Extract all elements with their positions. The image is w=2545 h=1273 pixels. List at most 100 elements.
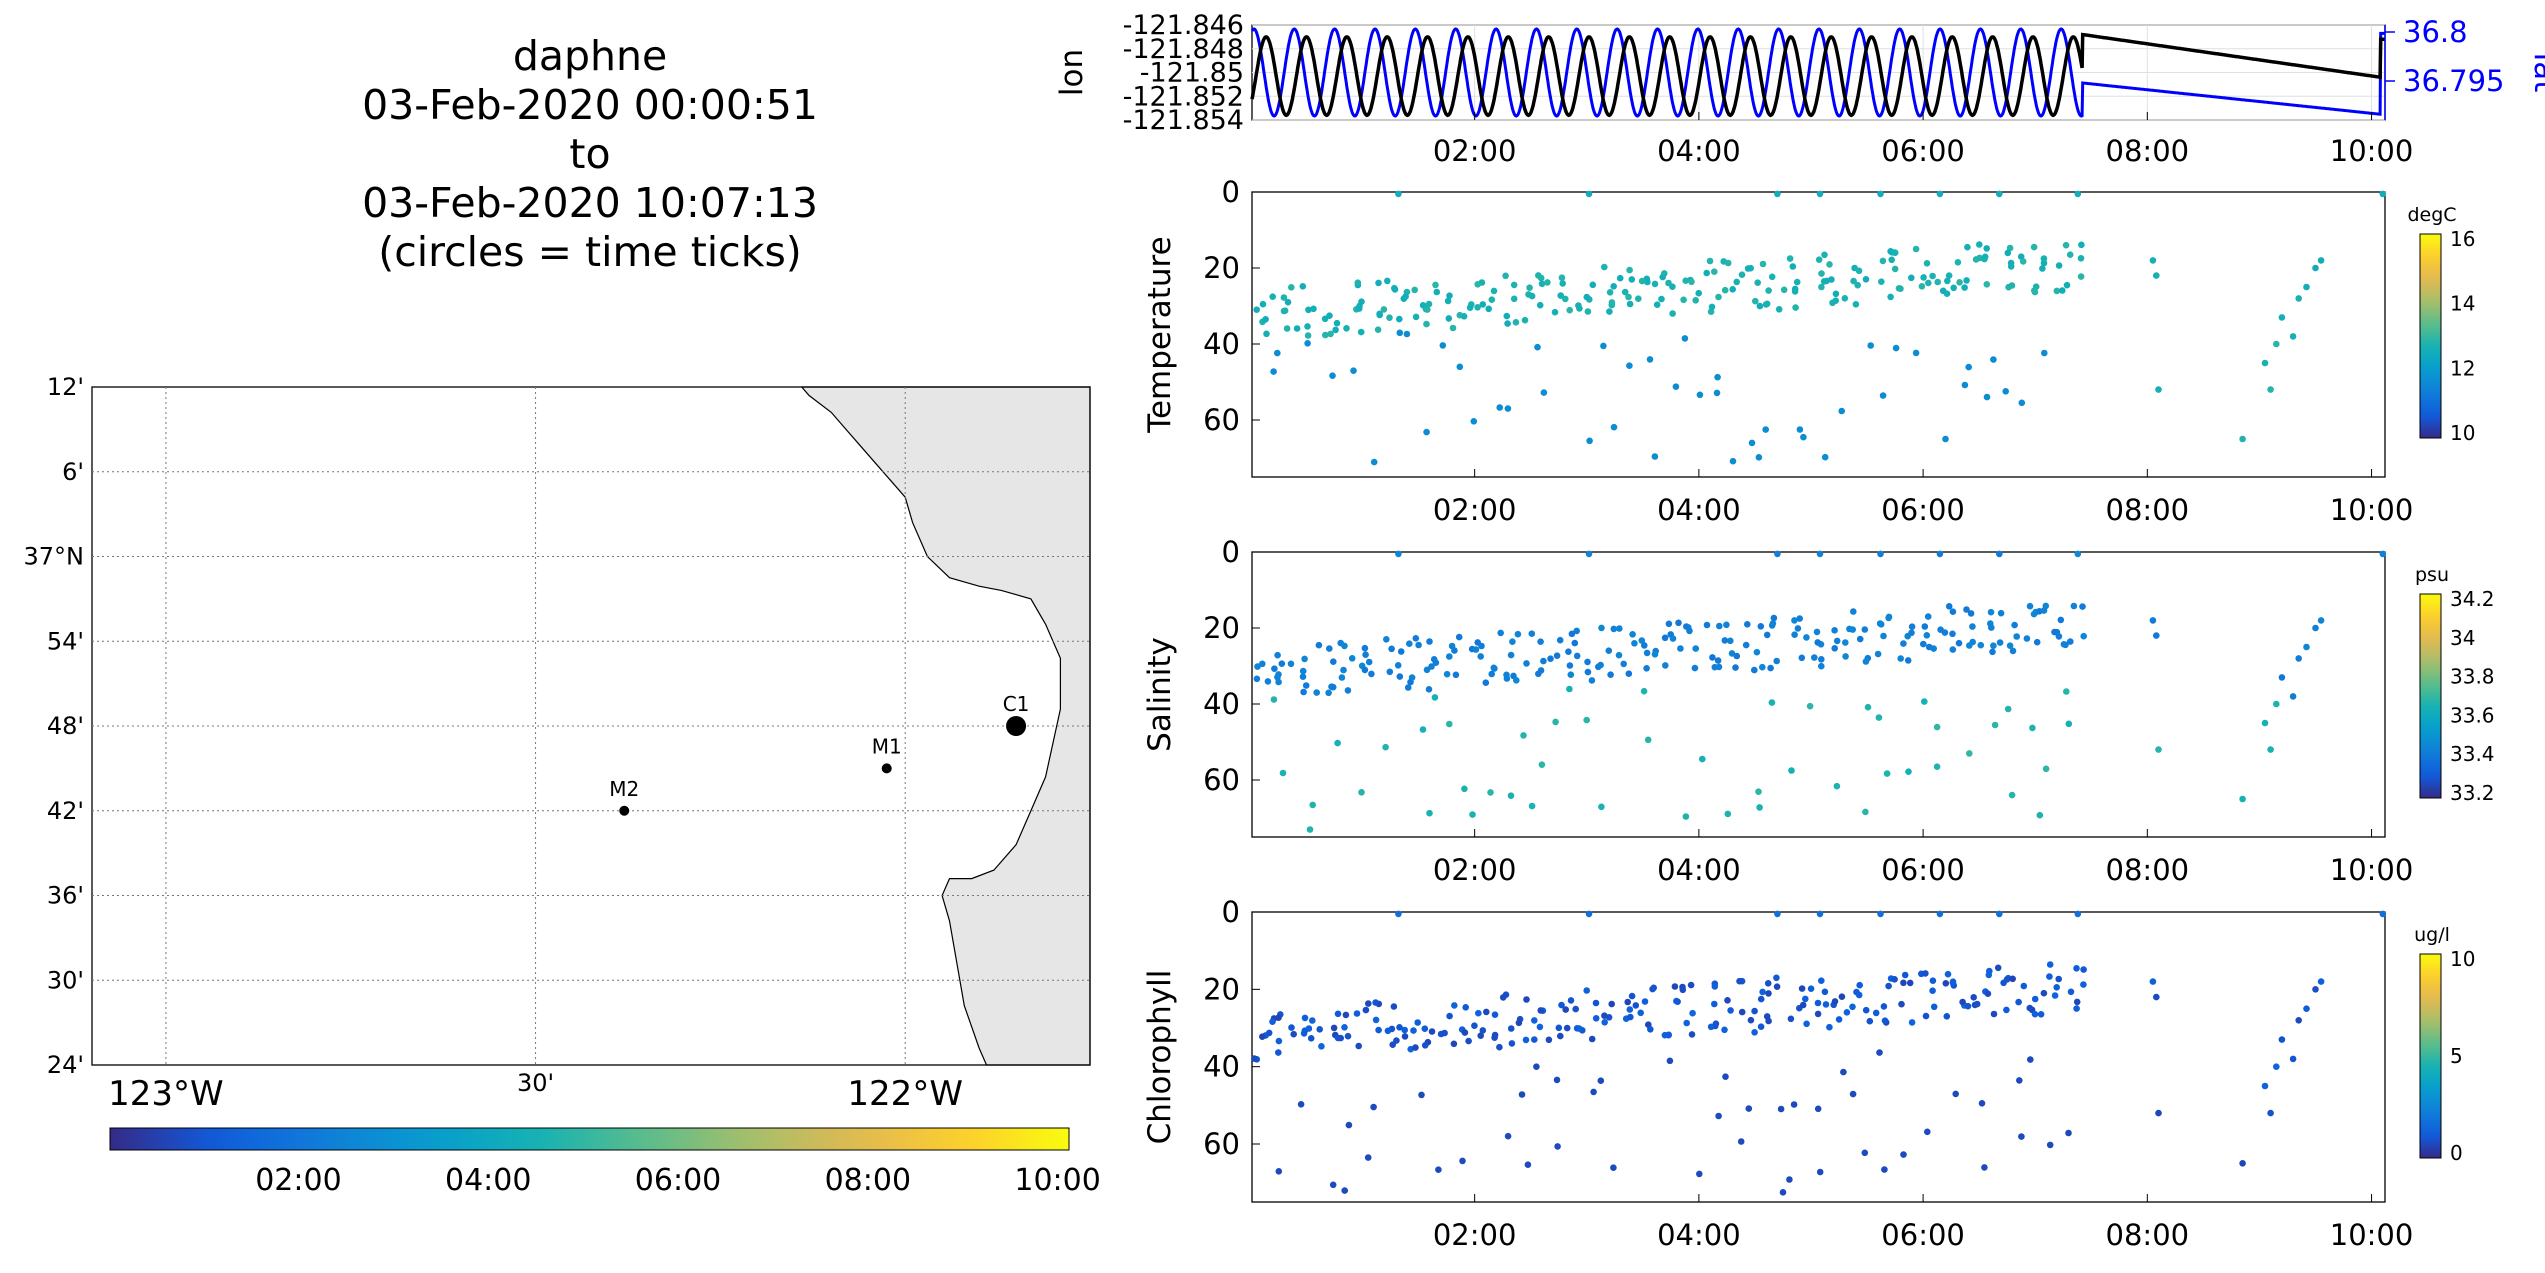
data-point <box>1262 316 1269 323</box>
data-point <box>1496 404 1503 411</box>
data-point <box>1675 619 1682 627</box>
data-point <box>1943 290 1951 297</box>
colorbar-tick-label: 33.4 <box>2450 742 2495 766</box>
data-point <box>1526 284 1533 291</box>
data-point <box>1334 739 1341 747</box>
data-point <box>1777 1105 1785 1113</box>
data-point <box>1305 1025 1313 1032</box>
data-point <box>1757 1023 1765 1030</box>
data-point <box>1665 620 1673 628</box>
data-point <box>2007 263 2015 270</box>
data-point <box>1563 1024 1571 1032</box>
data-point <box>1814 1010 1822 1018</box>
data-point <box>2278 1036 2286 1043</box>
data-point <box>1887 293 1894 301</box>
data-point <box>1856 635 1864 643</box>
data-point <box>2267 386 2274 393</box>
data-point <box>1695 289 1702 297</box>
x-tick-label: 02:00 <box>1433 134 1517 168</box>
data-point <box>1774 190 1781 198</box>
data-point <box>1963 606 1970 613</box>
data-point <box>2261 359 2269 367</box>
data-point <box>1996 639 2004 646</box>
data-point <box>1301 1014 1309 1022</box>
data-point <box>2153 993 2160 1001</box>
colorbar-tick-label: 10:00 <box>1014 1163 1100 1198</box>
data-point <box>1395 910 1402 918</box>
data-point <box>1745 1105 1753 1112</box>
data-point <box>1755 454 1763 461</box>
data-point <box>1439 342 1447 349</box>
data-point <box>2015 998 2022 1006</box>
data-point <box>2006 642 2014 649</box>
data-point <box>1606 308 1613 315</box>
data-point <box>1806 702 1814 710</box>
data-point <box>2029 724 2036 732</box>
data-point <box>1765 990 1772 997</box>
data-point <box>1964 1002 1972 1010</box>
data-point <box>1558 274 1566 281</box>
data-point <box>1583 716 1590 724</box>
data-point <box>1688 278 1695 286</box>
data-point <box>2039 265 2046 272</box>
data-point <box>1976 241 1983 248</box>
data-point <box>1956 279 1963 286</box>
data-point <box>2005 283 2012 291</box>
data-point <box>1854 281 1861 289</box>
data-point <box>1358 789 1365 796</box>
data-point <box>1883 770 1891 777</box>
data-point <box>1397 648 1405 655</box>
data-point <box>1545 1036 1553 1044</box>
data-point <box>1921 698 1928 705</box>
colorbar-tick-label: 33.6 <box>2450 703 2495 727</box>
data-point <box>1626 266 1633 274</box>
data-point <box>1787 1015 1795 1023</box>
data-point <box>1641 998 1649 1005</box>
data-point <box>1302 682 1310 689</box>
data-point <box>1753 648 1761 656</box>
data-point <box>1789 263 1797 270</box>
data-point <box>1877 910 1884 918</box>
data-point <box>1681 335 1689 342</box>
data-point <box>1727 637 1734 645</box>
data-point <box>1479 1027 1487 1034</box>
data-point <box>1723 621 1730 629</box>
data-point <box>1445 315 1453 322</box>
data-point <box>1362 1006 1370 1014</box>
y-tick-label: 0 <box>1222 895 1240 929</box>
data-point <box>1383 636 1390 643</box>
data-point <box>1330 1024 1338 1032</box>
data-point <box>2011 621 2018 629</box>
data-point <box>1920 640 1927 648</box>
data-point <box>2289 693 2297 700</box>
data-point <box>1683 1019 1690 1027</box>
data-point <box>1775 306 1783 313</box>
data-point <box>1826 261 1833 268</box>
data-point <box>1662 662 1669 669</box>
time-colorbar <box>109 1127 1070 1151</box>
data-point <box>1936 550 1944 558</box>
data-point <box>2295 295 2302 302</box>
data-point <box>1504 405 1512 412</box>
data-point <box>1661 634 1669 642</box>
data-point <box>2053 287 2061 295</box>
data-point <box>1425 300 1433 308</box>
data-point <box>1299 673 1307 680</box>
data-point <box>1711 1000 1718 1008</box>
data-point <box>1691 664 1699 672</box>
data-point <box>1455 633 1463 641</box>
data-point <box>1908 623 1916 630</box>
data-point <box>1551 308 1559 316</box>
data-point <box>1813 628 1821 636</box>
data-point <box>1503 671 1510 679</box>
data-point <box>1716 622 1723 630</box>
data-point <box>1944 277 1951 285</box>
data-point <box>2239 795 2246 803</box>
data-point <box>2077 255 2085 262</box>
data-point <box>1651 651 1659 658</box>
data-point <box>1503 312 1511 320</box>
data-point <box>2073 1005 2080 1012</box>
data-point <box>1412 635 1420 642</box>
data-point <box>1840 1068 1847 1076</box>
data-point <box>1879 392 1887 399</box>
